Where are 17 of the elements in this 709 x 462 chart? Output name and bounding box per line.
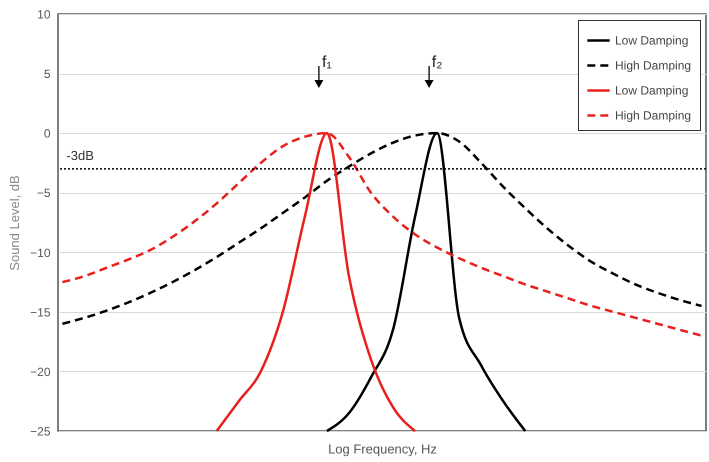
legend-label: Low Damping (615, 84, 688, 98)
legend-label: Low Damping (615, 34, 688, 48)
y-tick-label: −20 (30, 364, 51, 379)
y-tick-label: 5 (44, 67, 51, 82)
x-axis-title: Log Frequency, Hz (328, 442, 437, 456)
y-tick-label: −5 (36, 186, 51, 200)
y-tick-label: 0 (44, 126, 51, 141)
y-axis-title: Sound Level, dB (7, 175, 22, 271)
y-tick-label: −15 (30, 305, 51, 320)
legend-label: High Damping (615, 108, 692, 122)
y-tick-label: 10 (37, 8, 51, 22)
ref-line-label: -3dB (66, 148, 94, 163)
annotation: f₂ (432, 54, 442, 71)
annotation: f₁ (322, 54, 332, 71)
y-tick-label: −25 (30, 424, 51, 438)
y-tick-label: −10 (30, 246, 51, 260)
legend-label: High Damping (615, 58, 692, 72)
